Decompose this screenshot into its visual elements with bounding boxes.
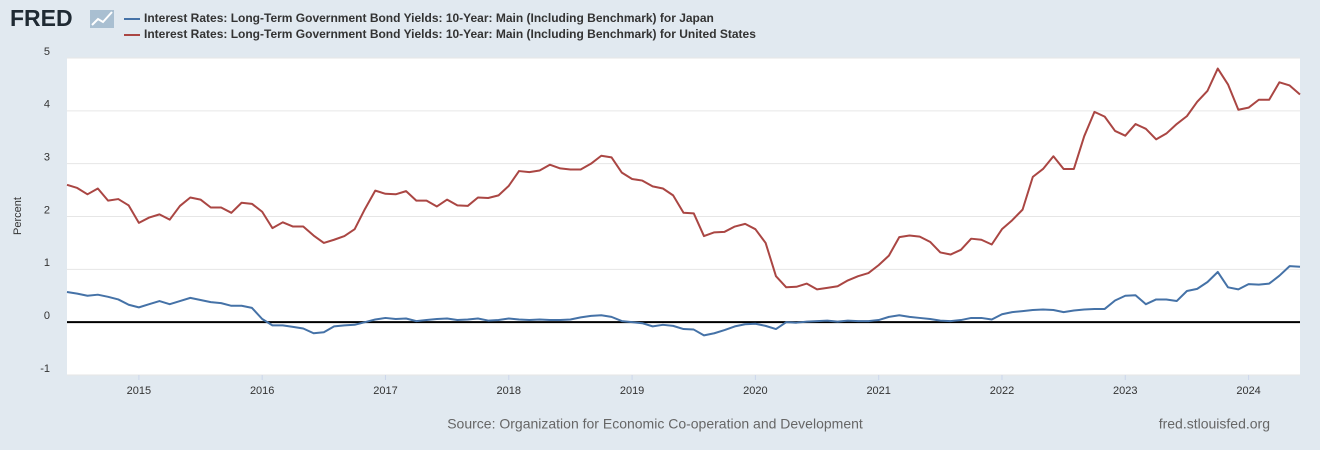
y-tick-label: 0: [44, 310, 50, 322]
series-line: [66, 67, 1301, 291]
x-tick-label: 2024: [1236, 385, 1260, 397]
legend-label: Interest Rates: Long-Term Government Bon…: [144, 27, 756, 41]
y-tick-label: 5: [44, 46, 50, 58]
x-tick-label: 2021: [866, 385, 890, 397]
x-tick-label: 2020: [743, 385, 767, 397]
x-tick-label: 2018: [497, 385, 521, 397]
legend-label: Interest Rates: Long-Term Government Bon…: [144, 11, 714, 25]
y-tick-label: -1: [40, 363, 50, 375]
y-tick-label: 1: [44, 257, 50, 269]
logo: FRED: [10, 5, 73, 31]
site: fred.stlouisfed.org: [1159, 416, 1270, 432]
x-tick-label: 2019: [620, 385, 644, 397]
logo-icon: [90, 10, 114, 28]
y-tick-label: 3: [44, 152, 50, 164]
x-tick-label: 2017: [373, 385, 397, 397]
source: Source: Organization for Economic Co-ope…: [447, 416, 863, 432]
y-tick-label: 2: [44, 204, 50, 216]
x-tick-label: 2016: [250, 385, 274, 397]
series-line: [66, 265, 1301, 337]
y-tick-label: 4: [44, 99, 50, 111]
x-tick-label: 2022: [990, 385, 1014, 397]
y-axis-label: Percent: [12, 197, 24, 235]
x-tick-label: 2023: [1113, 385, 1137, 397]
x-tick-label: 2015: [127, 385, 151, 397]
